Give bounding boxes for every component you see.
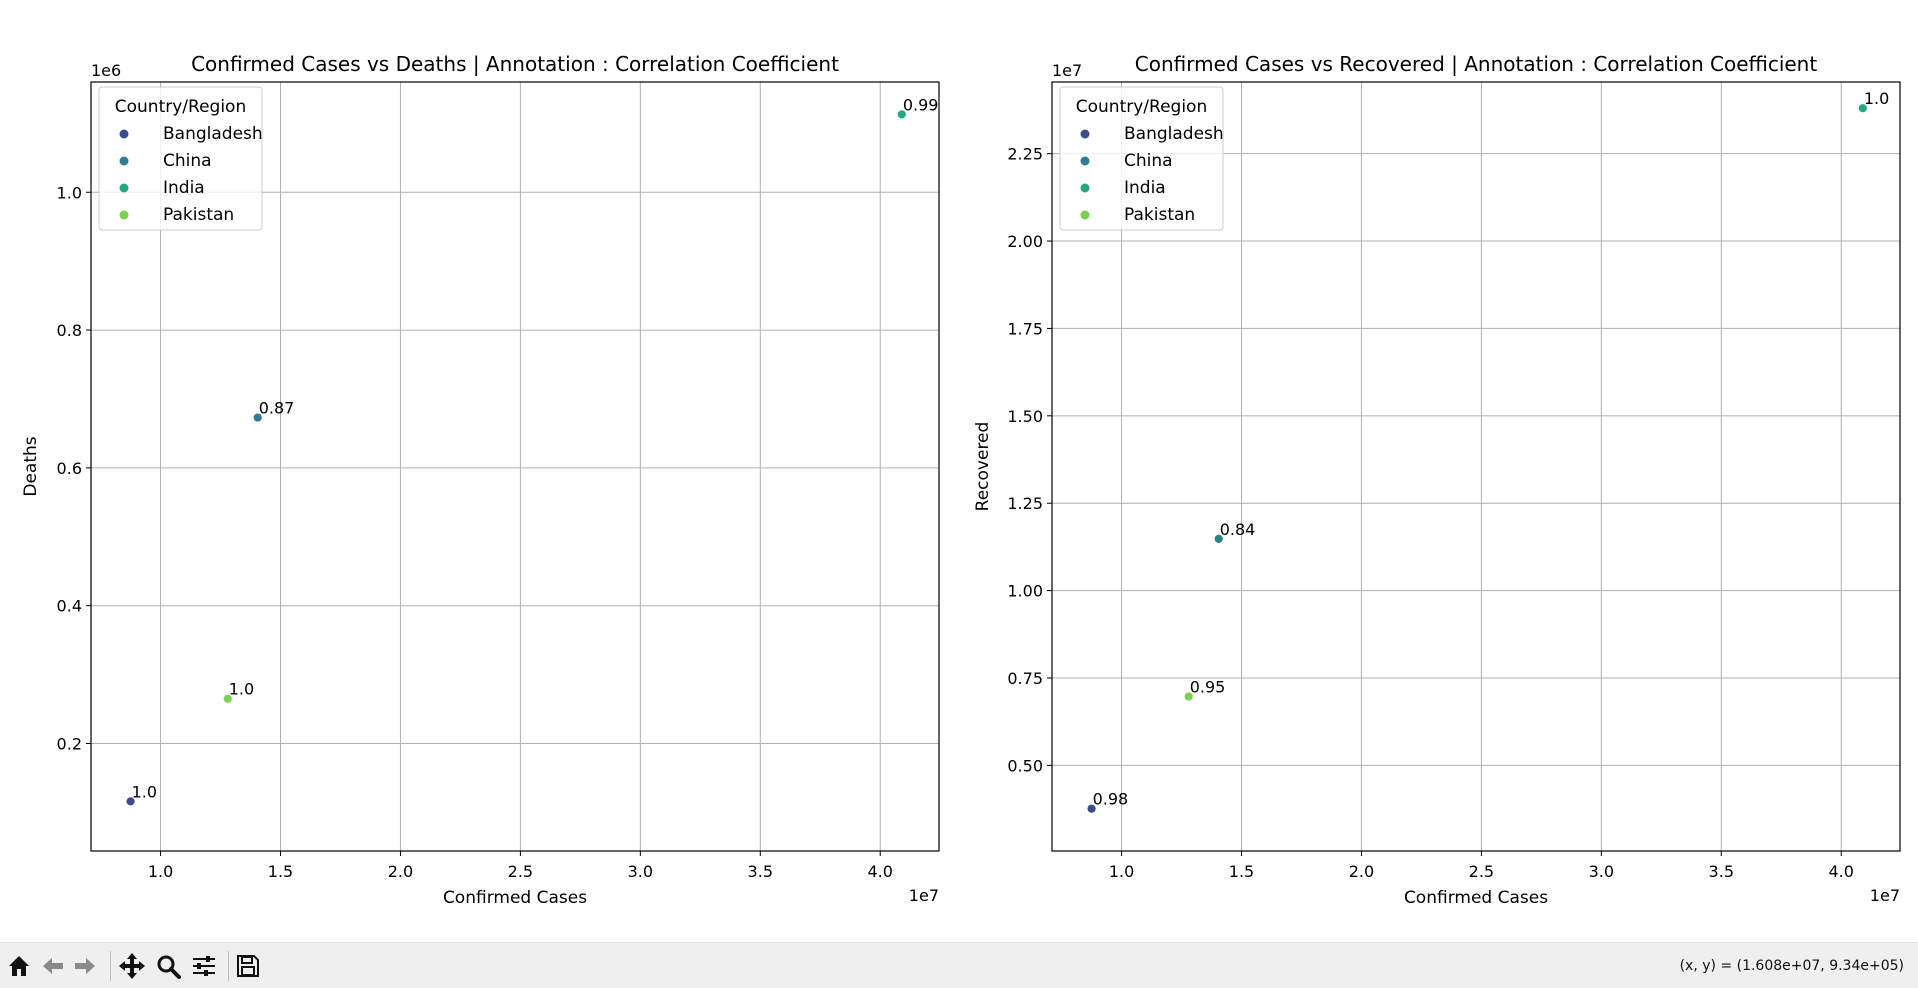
y-axis-label: Recovered (973, 422, 993, 512)
legend-entry: Pakistan (1124, 205, 1195, 225)
annotation-label: 0.98 (1093, 790, 1129, 809)
zoom-icon[interactable] (153, 951, 183, 981)
cursor-coordinates: (x, y) = (1.608e+07, 9.34e+05) (1679, 958, 1904, 974)
home-icon[interactable] (4, 951, 34, 981)
annotation-label: 0.87 (259, 399, 295, 418)
x-axis-label: Confirmed Cases (1404, 888, 1548, 908)
x-tick-label: 1.0 (1109, 862, 1134, 881)
axes-frame (90, 81, 940, 852)
x-axis-label: Confirmed Cases (443, 888, 587, 908)
toolbar-separator (228, 951, 229, 981)
y-tick-label: 0.50 (1007, 756, 1043, 775)
data-point-pakistan (222, 693, 233, 704)
annotation-label: 1.0 (1864, 89, 1889, 108)
x-offset-label: 1e7 (909, 886, 939, 905)
x-tick-label: 3.0 (1589, 862, 1614, 881)
annotation-label: 0.84 (1220, 520, 1256, 539)
save-icon[interactable] (233, 951, 263, 981)
x-tick-label: 2.0 (388, 862, 413, 881)
toolbar-separator (110, 951, 111, 981)
annotation-label: 0.95 (1190, 678, 1226, 697)
y-offset-label: 1e6 (91, 61, 121, 80)
y-tick-label: 1.00 (1007, 582, 1043, 601)
legend-box (98, 86, 263, 231)
y-tick-label: 2.25 (1007, 145, 1043, 164)
legend-marker (1080, 183, 1090, 193)
y-tick-label: 1.25 (1007, 494, 1043, 513)
forward-icon[interactable] (70, 951, 100, 981)
x-offset-label: 1e7 (1870, 886, 1900, 905)
legend-marker (1080, 210, 1090, 220)
figure: 1.0 1.5 2.0 2.5 3.0 3.5 4.0 0.2 0.4 0.6 0.8 1.0 Conf… (21, 52, 1901, 908)
chart-title: Confirmed Cases vs Recovered | Annotatio… (1135, 52, 1818, 76)
y-tick-label: 0.8 (57, 321, 82, 340)
x-tick-label: 3.5 (748, 862, 773, 881)
y-tick-label: 1.75 (1007, 319, 1043, 338)
legend-entry: China (163, 151, 212, 171)
legend-marker (1080, 129, 1090, 139)
legend-title: Country/Region (115, 97, 246, 117)
y-tick-label: 2.00 (1007, 232, 1043, 251)
annotation-label: 1.0 (132, 782, 157, 801)
annotation-label: 1.0 (229, 680, 254, 699)
legend-marker (119, 129, 129, 139)
x-tick-label: 2.5 (1469, 862, 1494, 881)
y-tick-label: 0.75 (1007, 669, 1043, 688)
axes-frame (1051, 81, 1901, 852)
y-offset-label: 1e7 (1052, 61, 1082, 80)
configure-icon[interactable] (189, 951, 219, 981)
y-tick-label: 0.4 (57, 597, 82, 616)
legend-entry: Pakistan (163, 205, 234, 225)
data-point-bangladesh (1086, 803, 1097, 814)
legend-entry: India (1124, 178, 1166, 198)
pan-icon[interactable] (117, 951, 147, 981)
legend-entry: Bangladesh (1124, 124, 1224, 144)
annotation-label: 0.99 (903, 95, 939, 114)
legend-entry: Bangladesh (163, 124, 263, 144)
legend-entry: China (1124, 151, 1173, 171)
y-tick-label: 1.0 (57, 183, 82, 202)
x-tick-label: 4.0 (868, 862, 893, 881)
x-tick-label: 1.0 (148, 862, 173, 881)
x-tick-label: 3.5 (1709, 862, 1734, 881)
legend-title: Country/Region (1076, 97, 1207, 117)
data-point-china (1213, 533, 1224, 544)
data-point-bangladesh (125, 796, 136, 807)
data-point-pakistan (1183, 691, 1194, 702)
back-icon[interactable] (38, 951, 68, 981)
x-tick-label: 4.0 (1829, 862, 1854, 881)
x-tick-label: 2.0 (1349, 862, 1374, 881)
x-tick-label: 1.5 (1229, 862, 1254, 881)
y-tick-label: 0.6 (57, 459, 82, 478)
chart-title: Confirmed Cases vs Deaths | Annotation :… (191, 52, 839, 76)
legend-marker (1080, 156, 1090, 166)
x-tick-label: 1.5 (268, 862, 293, 881)
y-axis-label: Deaths (21, 436, 41, 496)
x-tick-label: 3.0 (628, 862, 653, 881)
legend-marker (119, 210, 129, 220)
toolbar: (x, y) = (1.608e+07, 9.34e+05) (0, 942, 1918, 988)
data-point-china (252, 412, 263, 423)
legend-marker (119, 156, 129, 166)
y-tick-label: 1.50 (1007, 407, 1043, 426)
x-tick-label: 2.5 (508, 862, 533, 881)
y-tick-label: 0.2 (57, 735, 82, 754)
legend-marker (119, 183, 129, 193)
data-point-india (896, 109, 907, 120)
legend-box (1059, 86, 1224, 231)
data-point-india (1857, 103, 1868, 114)
legend-entry: India (163, 178, 205, 198)
